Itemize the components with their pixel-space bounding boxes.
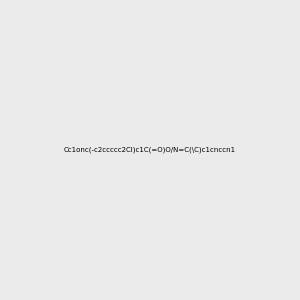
Text: Cc1onc(-c2ccccc2Cl)c1C(=O)O/N=C(\C)c1cnccn1: Cc1onc(-c2ccccc2Cl)c1C(=O)O/N=C(\C)c1cnc… — [64, 147, 236, 153]
